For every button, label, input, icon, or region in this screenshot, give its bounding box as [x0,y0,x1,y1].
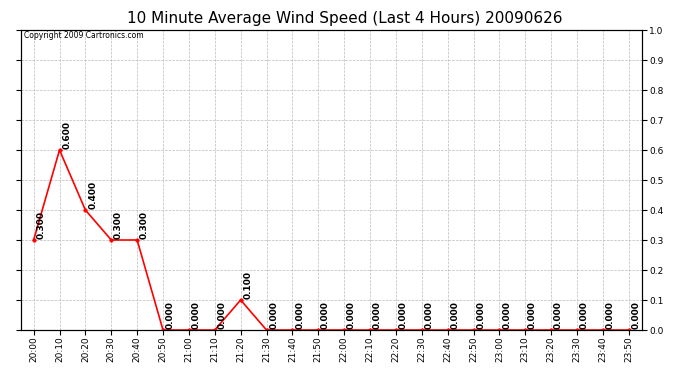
Text: 0.000: 0.000 [631,302,640,329]
Text: 0.000: 0.000 [554,302,563,329]
Text: 0.000: 0.000 [192,302,201,329]
Text: Copyright 2009 Cartronics.com: Copyright 2009 Cartronics.com [23,32,144,40]
Text: 0.400: 0.400 [88,181,97,209]
Text: 0.000: 0.000 [502,302,511,329]
Text: 0.000: 0.000 [451,302,460,329]
Text: 0.300: 0.300 [140,211,149,239]
Text: 0.300: 0.300 [37,211,46,239]
Text: 0.000: 0.000 [606,302,615,329]
Text: 0.000: 0.000 [476,302,485,329]
Text: 0.000: 0.000 [295,302,304,329]
Text: 0.000: 0.000 [373,302,382,329]
Text: 0.000: 0.000 [269,302,278,329]
Text: 0.000: 0.000 [166,302,175,329]
Text: 10 Minute Average Wind Speed (Last 4 Hours) 20090626: 10 Minute Average Wind Speed (Last 4 Hou… [127,11,563,26]
Text: 0.000: 0.000 [399,302,408,329]
Text: 0.100: 0.100 [244,271,253,299]
Text: 0.000: 0.000 [217,302,226,329]
Text: 0.000: 0.000 [528,302,537,329]
Text: 0.600: 0.600 [62,121,71,149]
Text: 0.300: 0.300 [114,211,123,239]
Text: 0.000: 0.000 [347,302,356,329]
Text: 0.000: 0.000 [580,302,589,329]
Text: 0.000: 0.000 [321,302,330,329]
Text: 0.000: 0.000 [424,302,433,329]
